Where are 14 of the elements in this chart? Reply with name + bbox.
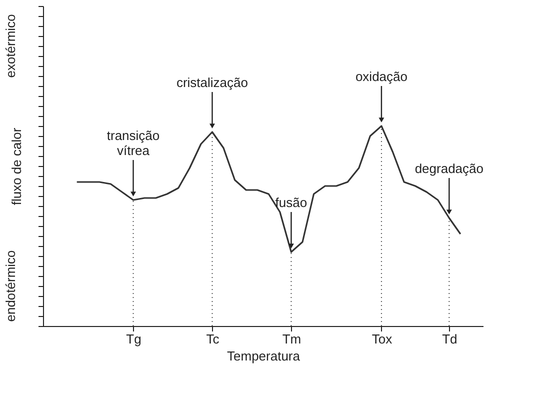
x-axis-title: Temperatura xyxy=(227,348,301,364)
x-tick-label: Tm xyxy=(282,332,302,346)
x-tick-label: Tox xyxy=(372,332,393,346)
x-tick-label: Tg xyxy=(126,332,142,346)
annotation: cristalização xyxy=(176,75,248,90)
text: exotérmico xyxy=(3,14,18,78)
annotation: transição vítrea xyxy=(106,128,160,158)
annotation: fusão xyxy=(275,195,308,210)
y-axis-title: fluxo de calor xyxy=(9,127,24,206)
text: endotérmico xyxy=(3,250,18,322)
annotation: degradação xyxy=(414,161,484,176)
annotation: oxidação xyxy=(355,69,408,84)
x-tick-label: Tc xyxy=(206,332,220,346)
x-tick-label: Td xyxy=(442,332,458,346)
